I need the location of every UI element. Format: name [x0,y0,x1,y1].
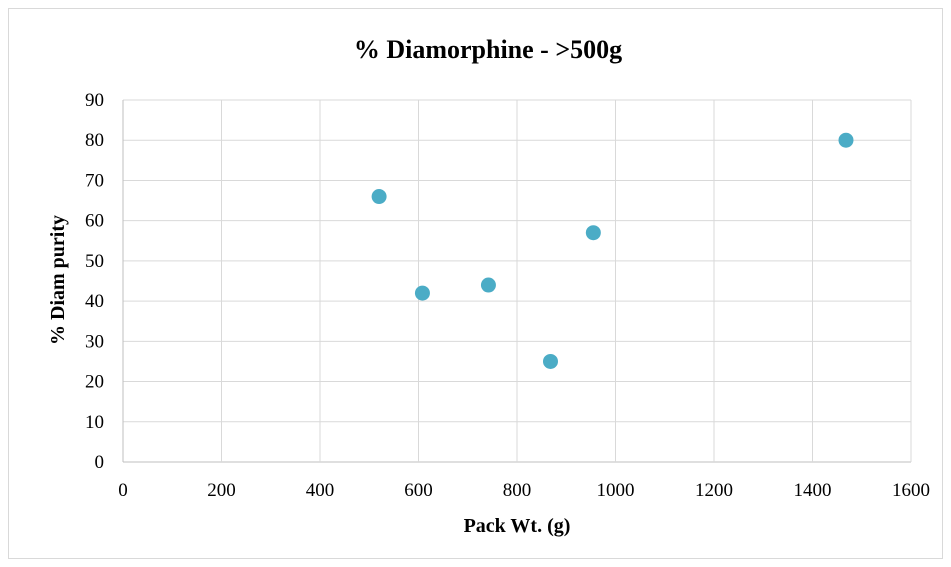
x-tick-label: 200 [207,480,236,501]
y-tick-label: 80 [85,130,104,151]
x-axis-ticks: 0 200 400 600 800 1000 1200 1400 1600 [118,480,930,501]
x-axis-title: Pack Wt. (g) [464,515,571,537]
x-tick-label: 400 [306,480,335,501]
chart-title: % Diamorphine - >500g [354,35,622,64]
x-tick-label: 0 [118,480,128,501]
x-tick-label: 1000 [597,480,635,501]
x-tick-label: 800 [503,480,532,501]
data-point [372,189,387,204]
x-tick-label: 1200 [695,480,733,501]
y-tick-label: 30 [85,331,104,352]
data-points [372,133,854,369]
data-point [586,225,601,240]
y-tick-label: 70 [85,170,104,191]
x-tick-label: 1600 [892,480,930,501]
x-tick-label: 1400 [794,480,832,501]
y-tick-label: 50 [85,251,104,272]
data-point [481,278,496,293]
gridlines [123,100,911,462]
data-point [838,133,853,148]
y-tick-label: 20 [85,372,104,393]
y-tick-label: 90 [85,90,104,111]
y-tick-label: 60 [85,211,104,232]
x-tick-label: 600 [404,480,433,501]
y-tick-label: 40 [85,291,104,312]
data-point [543,354,558,369]
y-tick-label: 0 [95,452,105,473]
y-axis-ticks: 0 10 20 30 40 50 60 70 80 90 [85,90,104,473]
y-axis-title: % Diam purity [47,215,69,345]
data-point [415,286,430,301]
y-tick-label: 10 [85,412,104,433]
